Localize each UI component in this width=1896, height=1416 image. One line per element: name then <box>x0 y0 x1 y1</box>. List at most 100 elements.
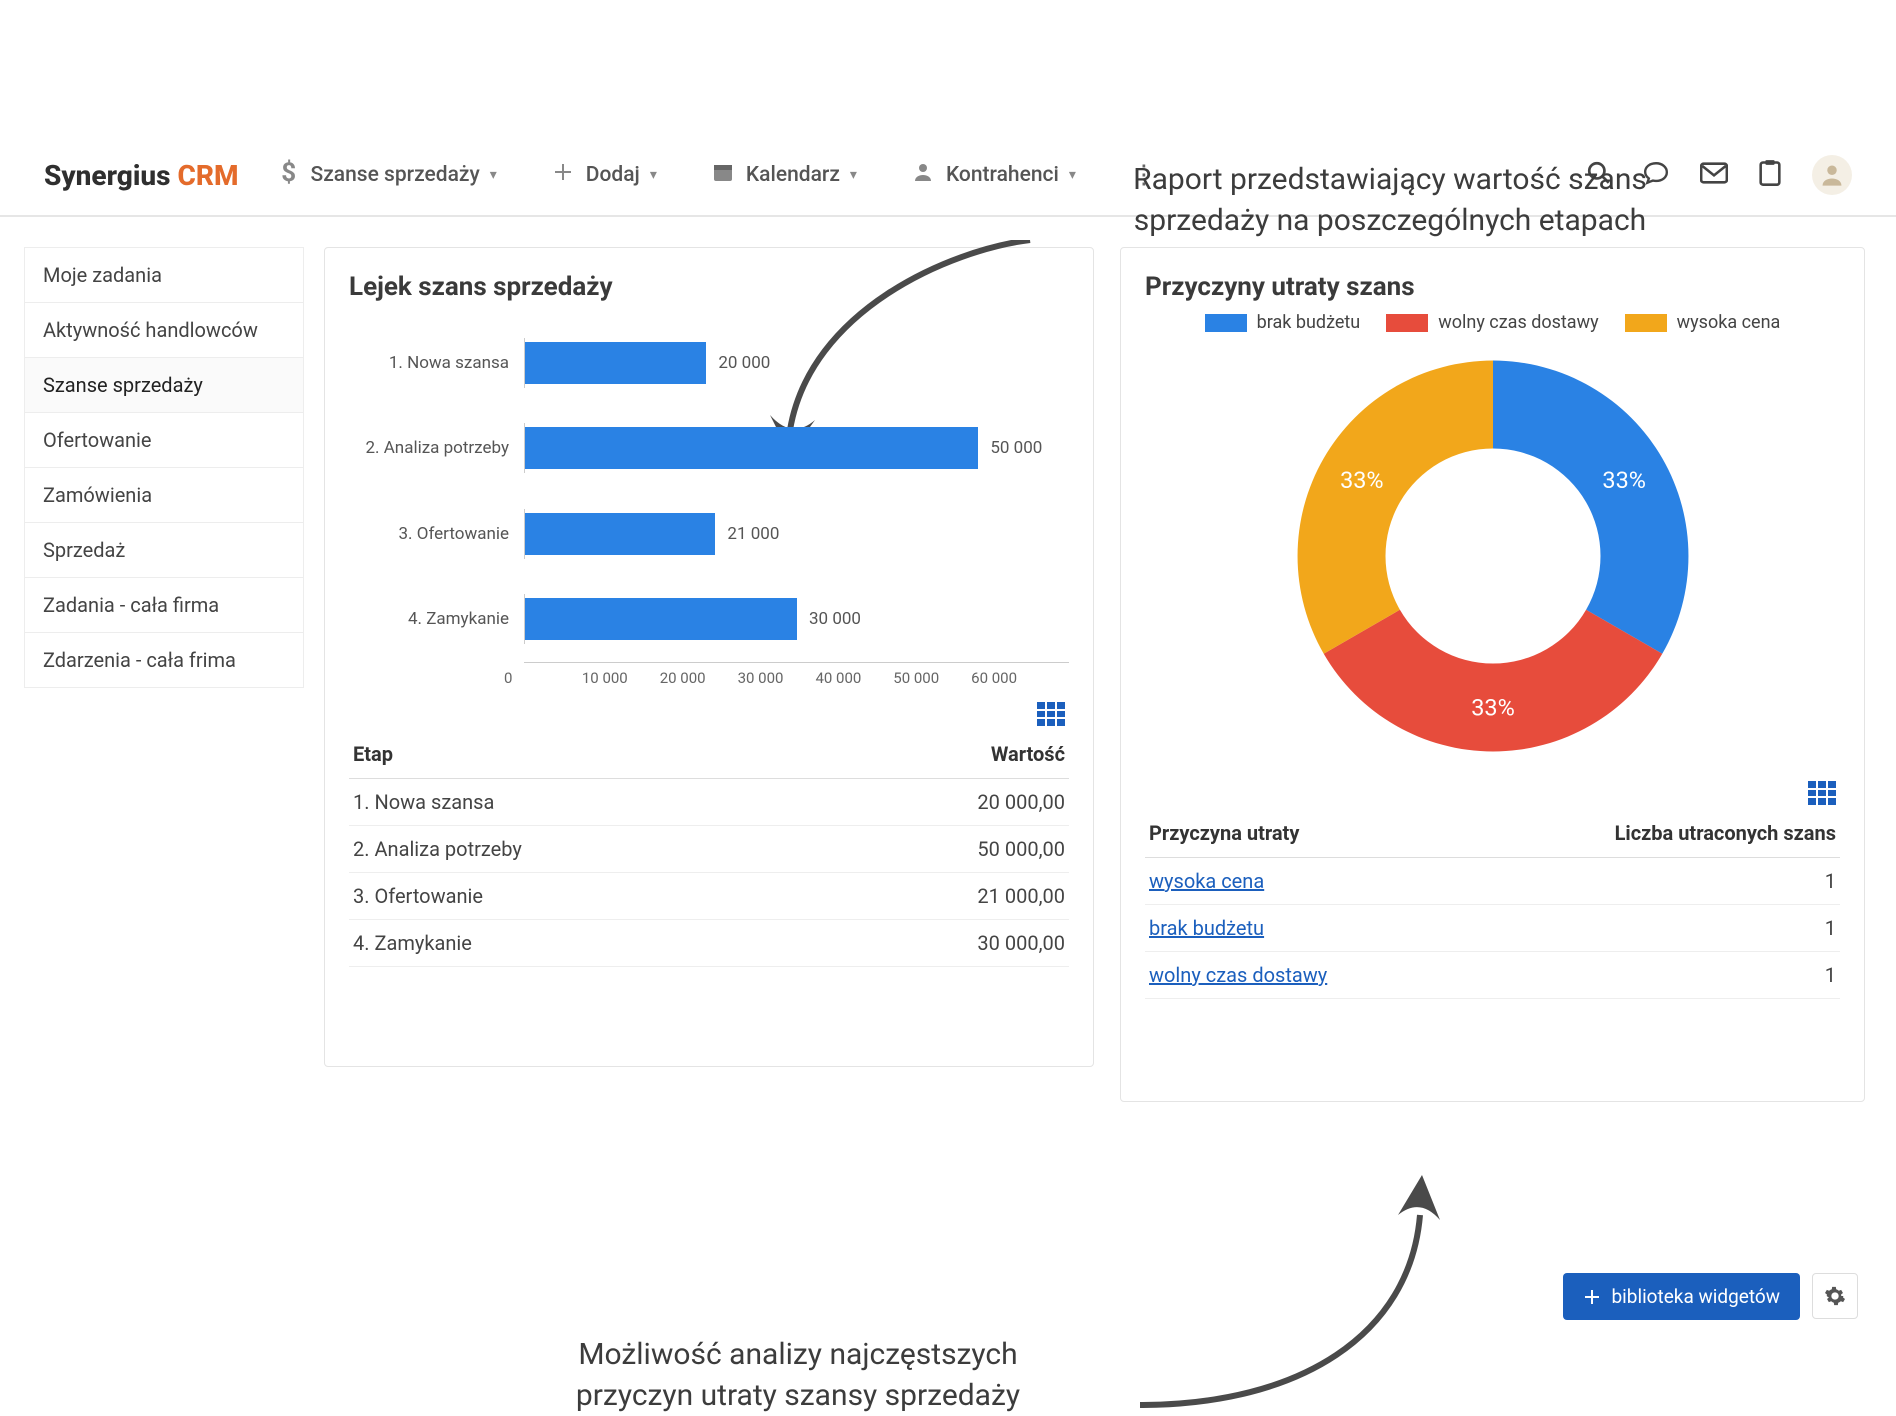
table-row: 1. Nowa szansa20 000,00 <box>349 779 1069 826</box>
loss-table: Przyczyna utraty Liczba utraconych szans… <box>1145 809 1840 999</box>
brand-name: Synergius <box>44 159 171 192</box>
nav-opportunities[interactable]: $ Szanse sprzedaży ▾ <box>279 159 497 191</box>
bar-row: 4. Zamykanie 30 000 <box>349 584 1069 654</box>
svg-text:$: $ <box>281 159 296 185</box>
sidebar-item[interactable]: Ofertowanie <box>24 413 304 468</box>
bar-fill <box>525 513 715 555</box>
chevron-down-icon: ▾ <box>850 167 857 183</box>
annotation-bottom-line1: Możliwość analizy najczęstszych <box>578 1337 1017 1372</box>
header-right <box>1586 155 1852 195</box>
chevron-down-icon: ▾ <box>650 167 657 183</box>
legend-item: brak budżetu <box>1205 312 1361 333</box>
app-header: Synergius CRM $ Szanse sprzedaży ▾ Dodaj… <box>0 135 1896 217</box>
clipboard-icon[interactable] <box>1758 159 1782 191</box>
card-funnel-title: Lejek szans sprzedaży <box>349 272 1069 302</box>
cell-value: 21 000,00 <box>816 873 1069 920</box>
reason-link[interactable]: wysoka cena <box>1149 869 1264 893</box>
annotation-bottom: Możliwość analizy najczęstszych przyczyn… <box>478 1335 1118 1416</box>
sidebar-item[interactable]: Zadania - cała firma <box>24 578 304 633</box>
legend-swatch <box>1205 314 1247 332</box>
funnel-col-value: Wartość <box>816 730 1069 779</box>
donut-slice <box>1323 610 1662 752</box>
legend-item: wysoka cena <box>1625 312 1781 333</box>
sidebar-item[interactable]: Sprzedaż <box>24 523 304 578</box>
card-loss: Przyczyny utraty szans brak budżetu wolny… <box>1120 247 1865 1102</box>
table-row: brak budżetu 1 <box>1145 905 1840 952</box>
avatar[interactable] <box>1812 155 1852 195</box>
legend-swatch <box>1386 314 1428 332</box>
nav-more[interactable]: ⋮ <box>1131 160 1157 190</box>
chat-icon[interactable] <box>1642 160 1670 190</box>
sidebar-item[interactable]: Szanse sprzedaży <box>24 358 304 413</box>
funnel-x-axis: 010 00020 00030 00040 00050 00060 000 <box>524 662 1069 692</box>
more-vertical-icon: ⋮ <box>1131 160 1157 190</box>
panel-row: Lejek szans sprzedaży 1. Nowa szansa20 0… <box>324 247 1872 1102</box>
sidebar-item[interactable]: Zdarzenia - cała frima <box>24 633 304 688</box>
bar-row: 1. Nowa szansa20 000 <box>349 328 1069 398</box>
person-icon <box>912 161 934 189</box>
cell-reason: wysoka cena <box>1145 858 1456 905</box>
nav-calendar-label: Kalendarz <box>746 163 840 187</box>
bar-value: 50 000 <box>990 438 1042 458</box>
bar-fill <box>525 598 797 640</box>
table-row: 4. Zamykanie30 000,00 <box>349 920 1069 967</box>
dollar-icon: $ <box>279 159 299 191</box>
legend-item: wolny czas dostawy <box>1386 312 1598 333</box>
loss-col-reason: Przyczyna utraty <box>1145 809 1456 858</box>
bar-track: 30 000 <box>524 594 1069 644</box>
reason-link[interactable]: wolny czas dostawy <box>1149 963 1327 987</box>
cell-value: 20 000,00 <box>816 779 1069 826</box>
donut-pct-label: 33% <box>1471 693 1515 721</box>
nav-add[interactable]: Dodaj ▾ <box>552 161 657 189</box>
cell-reason: brak budżetu <box>1145 905 1456 952</box>
loss-donut: 33%33%33% <box>1145 341 1840 771</box>
table-toggle-icon[interactable] <box>1037 702 1065 726</box>
nav-calendar[interactable]: Kalendarz ▾ <box>712 161 857 189</box>
x-tick: 30 000 <box>738 663 816 692</box>
bar-label: 4. Zamykanie <box>349 609 524 629</box>
cell-count: 1 <box>1456 858 1840 905</box>
nav-contractors[interactable]: Kontrahenci ▾ <box>912 161 1076 189</box>
legend-label: wolny czas dostawy <box>1438 312 1598 333</box>
reason-link[interactable]: brak budżetu <box>1149 916 1264 940</box>
funnel-col-stage: Etap <box>349 730 816 779</box>
legend-label: brak budżetu <box>1257 312 1361 333</box>
cell-reason: wolny czas dostawy <box>1145 952 1456 999</box>
sidebar-item[interactable]: Moje zadania <box>24 247 304 303</box>
card-loss-title: Przyczyny utraty szans <box>1145 272 1840 302</box>
cell-stage: 3. Ofertowanie <box>349 873 816 920</box>
settings-button[interactable] <box>1812 1273 1858 1319</box>
plus-icon <box>552 161 574 189</box>
bar-value: 30 000 <box>809 609 861 629</box>
cell-stage: 4. Zamykanie <box>349 920 816 967</box>
sidebar-item[interactable]: Aktywność handlowców <box>24 303 304 358</box>
mail-icon[interactable] <box>1700 162 1728 188</box>
widget-library-button[interactable]: biblioteka widgetów <box>1563 1273 1800 1320</box>
bar-track: 50 000 <box>524 423 1069 473</box>
table-row: 2. Analiza potrzeby50 000,00 <box>349 826 1069 873</box>
table-toggle-icon[interactable] <box>1808 781 1836 805</box>
brand-logo: Synergius CRM <box>44 159 239 192</box>
bar-label: 2. Analiza potrzeby <box>349 438 524 458</box>
loss-col-count: Liczba utraconych szans <box>1456 809 1840 858</box>
bar-fill <box>525 427 978 469</box>
bar-row: 2. Analiza potrzeby 50 000 <box>349 413 1069 483</box>
donut-slice <box>1297 361 1492 654</box>
donut-pct-label: 33% <box>1340 466 1384 494</box>
table-row: 3. Ofertowanie21 000,00 <box>349 873 1069 920</box>
cell-stage: 1. Nowa szansa <box>349 779 816 826</box>
bar-label: 1. Nowa szansa <box>349 353 524 373</box>
search-icon[interactable] <box>1586 160 1612 190</box>
bar-track: 20 000 <box>524 338 1069 388</box>
cell-count: 1 <box>1456 905 1840 952</box>
bar-value: 21 000 <box>727 524 779 544</box>
table-row: wolny czas dostawy1 <box>1145 952 1840 999</box>
cell-value: 50 000,00 <box>816 826 1069 873</box>
bar-label: 3. Ofertowanie <box>349 524 524 544</box>
table-row: wysoka cena 1 <box>1145 858 1840 905</box>
sidebar-item[interactable]: Zamówienia <box>24 468 304 523</box>
x-tick: 50 000 <box>893 663 971 692</box>
nav-add-label: Dodaj <box>586 163 640 187</box>
legend-swatch <box>1625 314 1667 332</box>
cell-value: 30 000,00 <box>816 920 1069 967</box>
